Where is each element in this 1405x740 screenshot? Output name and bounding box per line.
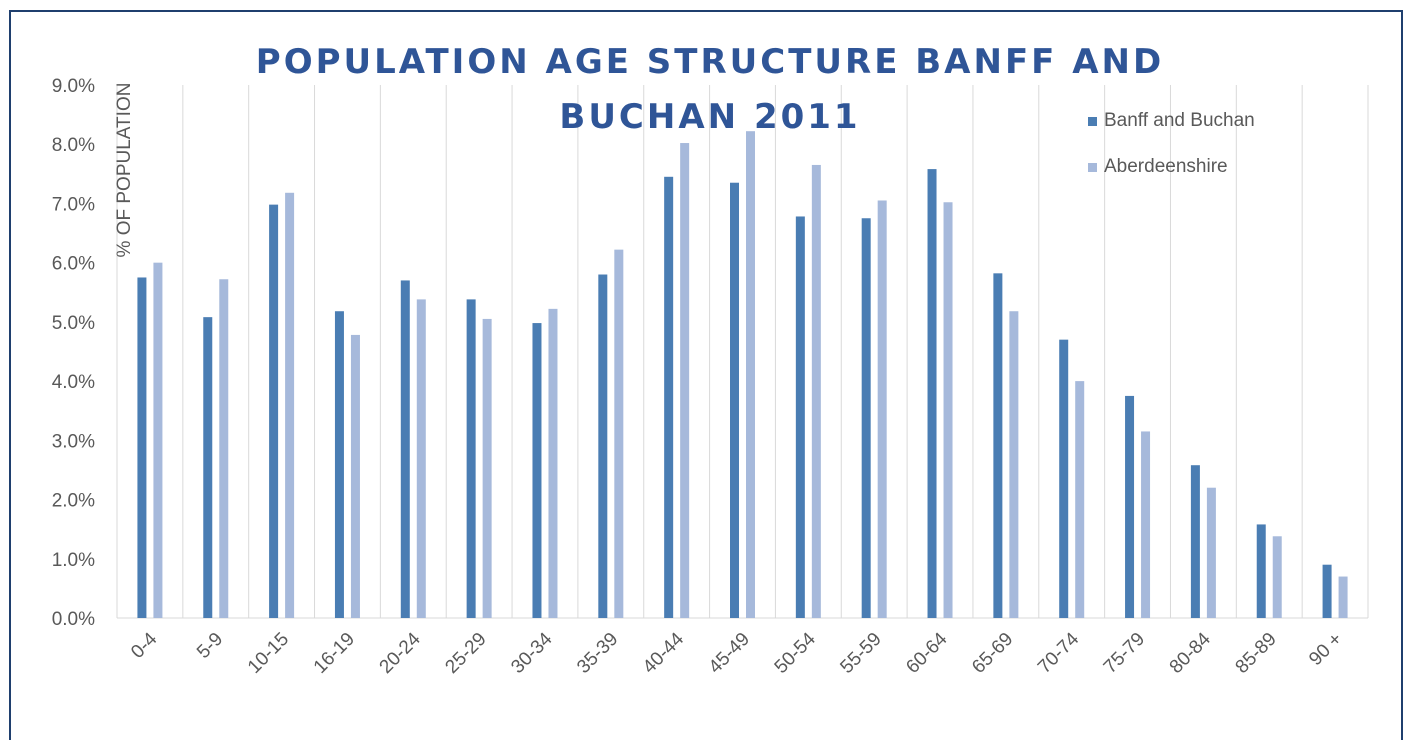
bar [532, 323, 542, 618]
bar [400, 280, 410, 618]
legend-label: Banff and Buchan [1104, 110, 1255, 131]
x-tick-label: 16-19 [310, 629, 359, 678]
x-tick-label: 35-39 [573, 629, 622, 678]
bar [1009, 311, 1019, 618]
bar [746, 131, 755, 618]
bar [482, 318, 492, 618]
bar [1338, 576, 1348, 618]
y-tick-label: 5.0% [52, 313, 95, 334]
bar [993, 273, 1003, 618]
bar [943, 202, 953, 618]
bar [1059, 339, 1069, 618]
bar [614, 249, 624, 619]
bar [1206, 487, 1216, 618]
bar [1125, 395, 1135, 618]
bar [203, 317, 213, 618]
legend-swatch [1088, 117, 1097, 126]
bar [598, 274, 608, 618]
x-tick-label: 65-69 [968, 629, 1017, 678]
bar [680, 143, 690, 618]
bar [1190, 465, 1200, 618]
legend-swatch [1088, 163, 1097, 172]
x-tick-label: 20-24 [376, 628, 426, 678]
bar [1322, 564, 1332, 618]
x-tick-label: 45-49 [705, 629, 754, 678]
y-tick-label: 0.0% [52, 609, 95, 630]
y-tick-label: 7.0% [52, 194, 95, 215]
bar [219, 279, 229, 618]
bar [811, 164, 821, 618]
bar [1075, 381, 1085, 618]
bar [730, 182, 739, 618]
bar [1272, 536, 1282, 618]
bar [466, 299, 476, 618]
bar [795, 216, 805, 618]
bar [664, 176, 674, 619]
y-tick-label: 1.0% [52, 550, 95, 571]
bar [269, 204, 279, 618]
chart-title: BUCHAN 2011 [559, 97, 860, 137]
y-tick-label: 3.0% [52, 431, 95, 452]
x-tick-label: 40-44 [639, 628, 689, 678]
y-axis-label: % OF POPULATION [114, 83, 135, 258]
x-tick-label: 75-79 [1100, 629, 1149, 678]
bar [137, 277, 147, 618]
x-tick-label: 25-29 [441, 629, 490, 678]
legend-label: Aberdeenshire [1104, 156, 1228, 177]
bar [416, 299, 426, 618]
x-tick-label: 55-59 [836, 629, 885, 678]
frame [9, 10, 1403, 740]
bar [350, 334, 360, 618]
x-tick-label: 10-15 [244, 629, 293, 678]
y-tick-label: 8.0% [52, 135, 95, 156]
x-tick-label: 80-84 [1166, 628, 1216, 678]
chart-title: POPULATION AGE STRUCTURE BANFF AND [256, 42, 1164, 82]
y-tick-label: 6.0% [52, 254, 95, 275]
bar [153, 262, 163, 618]
bar [861, 218, 871, 618]
x-tick-label: 5-9 [193, 629, 227, 663]
bar [548, 308, 558, 618]
x-tick-label: 60-64 [902, 628, 952, 678]
bar [927, 169, 937, 618]
x-tick-label: 70-74 [1034, 628, 1084, 678]
x-tick-label: 85-89 [1232, 629, 1281, 678]
bar [1256, 524, 1266, 618]
x-tick-label: 50-54 [771, 628, 821, 678]
y-tick-label: 2.0% [52, 491, 95, 512]
bar [285, 192, 295, 619]
bar [334, 311, 344, 618]
bar [877, 200, 887, 618]
x-tick-label: 30-34 [507, 628, 557, 678]
x-tick-label: 90 + [1305, 629, 1346, 670]
y-tick-label: 4.0% [52, 372, 95, 393]
bar [1141, 431, 1151, 618]
y-tick-label: 9.0% [52, 76, 95, 97]
x-tick-label: 0-4 [127, 628, 162, 663]
